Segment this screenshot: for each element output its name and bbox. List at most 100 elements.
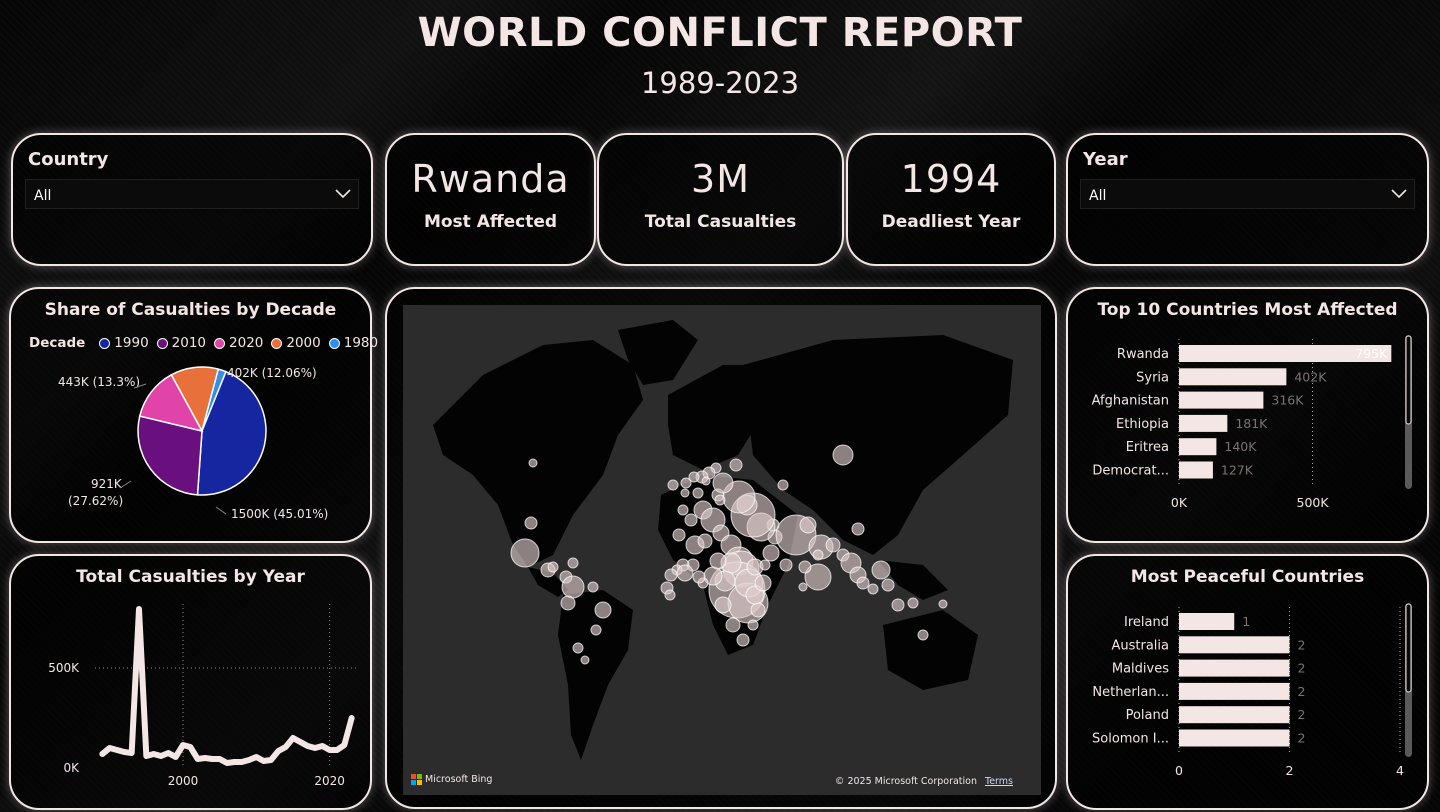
conflict-bubble[interactable] [709, 552, 727, 570]
kpi-deadliest-year-card: 1994 Deadliest Year [846, 133, 1056, 266]
category-label: Ireland [1124, 615, 1169, 630]
bar[interactable] [1179, 414, 1228, 432]
conflict-bubble[interactable] [510, 538, 540, 568]
conflict-bubble[interactable] [664, 568, 678, 582]
conflict-bubble[interactable] [697, 533, 713, 549]
conflict-bubble[interactable] [676, 564, 694, 582]
conflict-bubble[interactable] [701, 476, 711, 486]
conflict-bubble[interactable] [692, 487, 704, 499]
conflict-bubble[interactable] [736, 633, 750, 647]
country-dropdown[interactable]: All [25, 179, 359, 209]
conflict-bubble[interactable] [871, 560, 891, 580]
conflict-bubble[interactable] [580, 655, 590, 665]
bar[interactable] [1179, 729, 1290, 747]
conflict-bubble[interactable] [524, 516, 538, 530]
conflict-map[interactable]: Microsoft Bing © 2025 Microsoft Corporat… [403, 305, 1041, 795]
bar[interactable] [1179, 636, 1290, 654]
conflict-bubble[interactable] [917, 629, 929, 641]
conflict-bubble[interactable] [759, 559, 771, 571]
conflict-bubble[interactable] [692, 570, 706, 584]
bar[interactable] [1179, 682, 1290, 700]
bar[interactable] [1179, 706, 1290, 724]
bar[interactable] [1179, 438, 1217, 456]
conflict-bubble[interactable] [672, 528, 686, 542]
conflict-bubble[interactable] [667, 479, 679, 491]
data-label: 2 [1298, 684, 1306, 699]
conflict-bubble[interactable] [587, 581, 599, 593]
conflict-bubble[interactable] [750, 602, 766, 618]
conflict-bubble[interactable] [572, 642, 584, 654]
conflict-bubble[interactable] [714, 596, 732, 614]
conflict-bubble[interactable] [560, 595, 576, 611]
conflict-bubble[interactable] [777, 479, 789, 491]
conflict-bubble[interactable] [684, 513, 698, 527]
peaceful-countries-chart[interactable]: Ireland 1 Australia 2 Maldives 2 Netherlan... 2… [1068, 556, 1431, 812]
conflict-bubble[interactable] [747, 619, 759, 631]
conflict-bubble[interactable] [594, 601, 612, 619]
scrollbar-thumb[interactable] [1405, 603, 1412, 693]
pie-slice-1990[interactable] [196, 370, 267, 496]
x-tick-label: 0K [1171, 495, 1188, 510]
conflict-bubble[interactable] [729, 458, 743, 472]
bar[interactable] [1179, 461, 1213, 479]
casualties-by-year-card: Total Casualties by Year 0K 500K 2000 2020 [9, 554, 372, 810]
conflict-bubble[interactable] [688, 471, 700, 483]
conflict-bubble[interactable] [664, 589, 676, 601]
bar[interactable] [1179, 345, 1392, 362]
casualties-by-year-chart[interactable]: 0K 500K 2000 2020 [11, 556, 374, 812]
conflict-bubble[interactable] [891, 598, 905, 612]
conflict-bubble[interactable] [779, 558, 793, 572]
pie-slice-2020[interactable] [138, 373, 204, 433]
category-label: Eritrea [1126, 440, 1169, 455]
legend-label-1980[interactable]: 1980 [343, 335, 379, 351]
legend-swatch-2020 [214, 337, 226, 349]
legend-label-2010[interactable]: 2010 [171, 335, 207, 351]
category-label: Poland [1126, 708, 1169, 723]
conflict-bubble[interactable] [712, 472, 734, 494]
conflict-bubble[interactable] [856, 576, 870, 590]
conflict-bubble[interactable] [804, 563, 832, 591]
legend-label-2020[interactable]: 2020 [229, 335, 264, 351]
conflict-bubble[interactable] [812, 549, 824, 561]
conflict-bubble[interactable] [528, 458, 538, 468]
conflict-bubble[interactable] [881, 578, 895, 592]
conflict-bubble[interactable] [867, 583, 879, 595]
conflict-bubble[interactable] [762, 544, 780, 562]
bar[interactable] [1179, 613, 1235, 630]
conflict-bubble[interactable] [725, 617, 741, 633]
conflict-bubble[interactable] [590, 624, 602, 636]
category-label: Australia [1111, 638, 1169, 653]
map-central-america [528, 567, 568, 597]
conflict-bubble[interactable] [680, 477, 692, 489]
legend-label-2000[interactable]: 2000 [286, 335, 321, 351]
decade-pie-chart[interactable]: 443K (13.3%) 402K (12.06%) 921K (27.62%)… [11, 289, 374, 545]
conflict-bubble[interactable] [561, 575, 585, 599]
conflict-bubble[interactable] [680, 488, 690, 498]
conflict-bubble[interactable] [547, 561, 559, 573]
country-slicer-title: Country [28, 149, 109, 170]
conflict-bubble[interactable] [754, 574, 772, 592]
conflict-bubble[interactable] [938, 599, 948, 609]
conflict-bubble[interactable] [832, 444, 854, 466]
conflict-bubble[interactable] [677, 504, 689, 516]
map-terms-link[interactable]: Terms [985, 776, 1013, 787]
casualties-line-series[interactable] [99, 606, 355, 766]
conflict-bubble[interactable] [798, 582, 808, 592]
conflict-bubble[interactable] [714, 494, 726, 506]
conflict-bubble[interactable] [825, 537, 841, 553]
conflict-bubble[interactable] [907, 597, 919, 609]
conflict-bubble[interactable] [798, 560, 812, 574]
legend-label-1990[interactable]: 1990 [114, 335, 149, 351]
bar[interactable] [1179, 368, 1287, 386]
scrollbar-thumb[interactable] [1405, 335, 1412, 425]
conflict-bubble[interactable] [799, 516, 817, 534]
bar[interactable] [1179, 391, 1264, 409]
map-greenland [618, 320, 698, 385]
top10-countries-chart[interactable]: Rwanda 795K Syria 402K Afghanistan 316K Ethiop… [1068, 289, 1431, 545]
conflict-bubble[interactable] [851, 522, 865, 536]
conflict-bubble[interactable] [567, 557, 579, 569]
pie-slice-2010[interactable] [137, 415, 203, 496]
bar[interactable] [1179, 659, 1290, 677]
chevron-down-icon [1391, 189, 1407, 199]
year-dropdown[interactable]: All [1080, 179, 1415, 209]
